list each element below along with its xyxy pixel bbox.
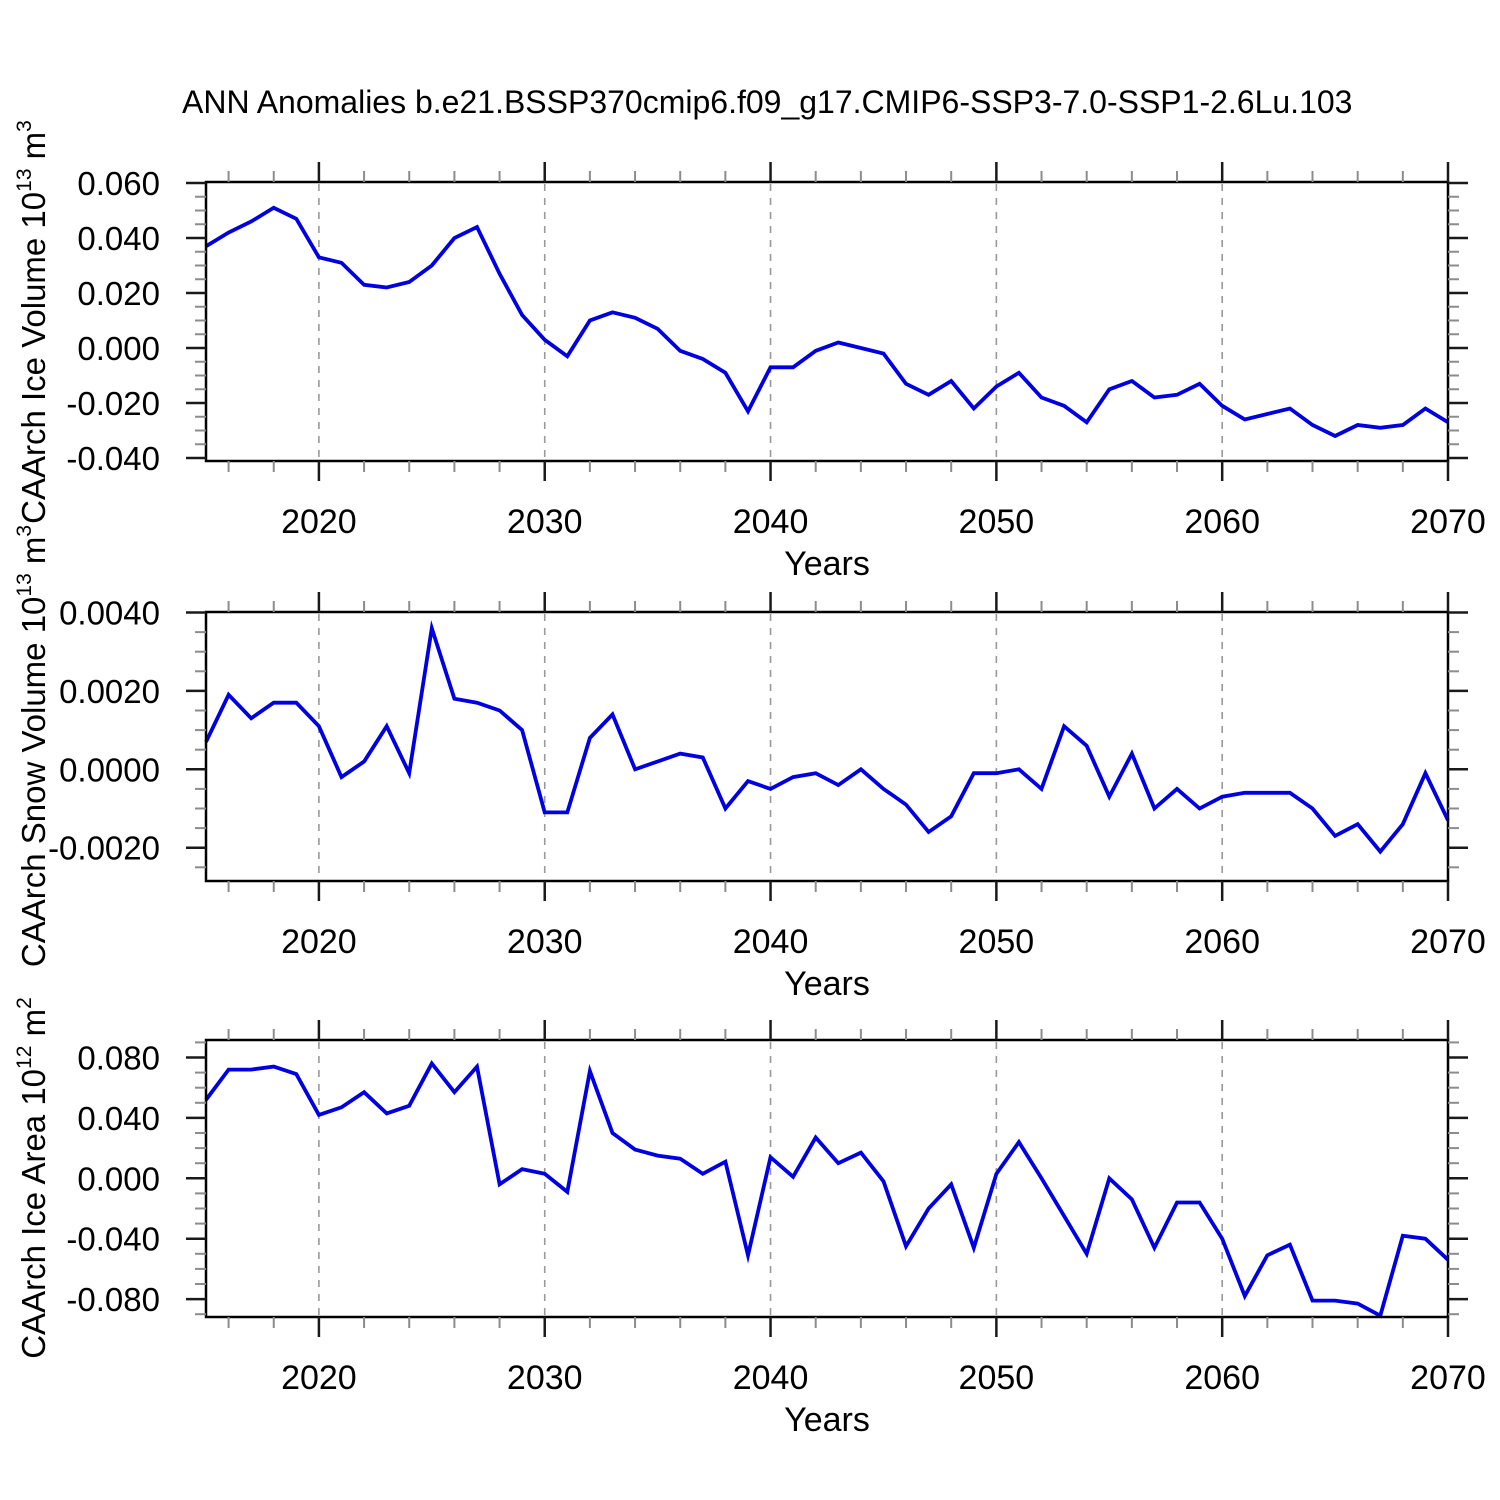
x-tick-label: 2070 [1410, 1359, 1486, 1397]
y-tick-label: -0.080 [66, 1281, 160, 1318]
x-tick-label: 2060 [1184, 1359, 1260, 1397]
y-tick-label: 0.080 [77, 1040, 160, 1077]
y-tick-label: -0.020 [66, 385, 160, 422]
x-tick-label: 2060 [1184, 923, 1260, 961]
panel-caarch-ice-area: 2020 2030 2040 2050 2060 2070 0.080 0.040 0.000 -… [66, 1020, 1486, 1439]
y-tick-label: -0.0020 [48, 830, 160, 867]
x-tick-label: 2050 [959, 1359, 1035, 1397]
x-tick-label: 2030 [507, 503, 583, 541]
x-tick-label: 2070 [1410, 923, 1486, 961]
x-tick-label: 2030 [507, 1359, 583, 1397]
series-line-caarch-snow-volume [204, 619, 1450, 855]
chart-title: ANN Anomalies b.e21.BSSP370cmip6.f09_g17… [182, 84, 1353, 120]
x-axis-label: Years [784, 545, 870, 583]
y-tick-label: 0.040 [77, 220, 160, 257]
y-tick-label: 0.0040 [59, 595, 160, 632]
x-tick-label: 2020 [281, 503, 357, 541]
x-tick-label: 2020 [281, 923, 357, 961]
x-tick-label: 2070 [1410, 503, 1486, 541]
x-tick-label: 2020 [281, 1359, 357, 1397]
x-tick-label: 2030 [507, 923, 583, 961]
y-tick-label: 0.040 [77, 1100, 160, 1137]
x-tick-label: 2040 [733, 923, 809, 961]
y-tick-label: 0.060 [77, 165, 160, 202]
panel-caarch-snow-volume: 2020 2030 2040 2050 2060 2070 0.0040 0.0020 0.00… [48, 592, 1486, 1003]
y-tick-label: -0.040 [66, 1221, 160, 1258]
series-line-caarch-ice-area [204, 1060, 1450, 1319]
x-tick-label: 2040 [733, 503, 809, 541]
x-tick-label: 2040 [733, 1359, 809, 1397]
series-line-caarch-ice-volume [205, 205, 1449, 439]
x-tick-label: 2050 [959, 923, 1035, 961]
y-tick-label: 0.000 [77, 330, 160, 367]
x-axis-label: Years [784, 1401, 870, 1439]
y-tick-label: 0.000 [77, 1160, 160, 1197]
y-tick-label: 0.0020 [59, 673, 160, 710]
y-tick-label: -0.040 [66, 440, 160, 477]
x-tick-label: 2060 [1184, 503, 1260, 541]
y-tick-label: 0.0000 [59, 751, 160, 788]
y-tick-label: 0.020 [77, 275, 160, 312]
x-tick-label: 2050 [959, 503, 1035, 541]
x-axis-label: Years [784, 965, 870, 1003]
panel-caarch-ice-volume: 2020 2030 2040 2050 2060 2070 0.060 0.040 0.020 0… [66, 162, 1486, 583]
